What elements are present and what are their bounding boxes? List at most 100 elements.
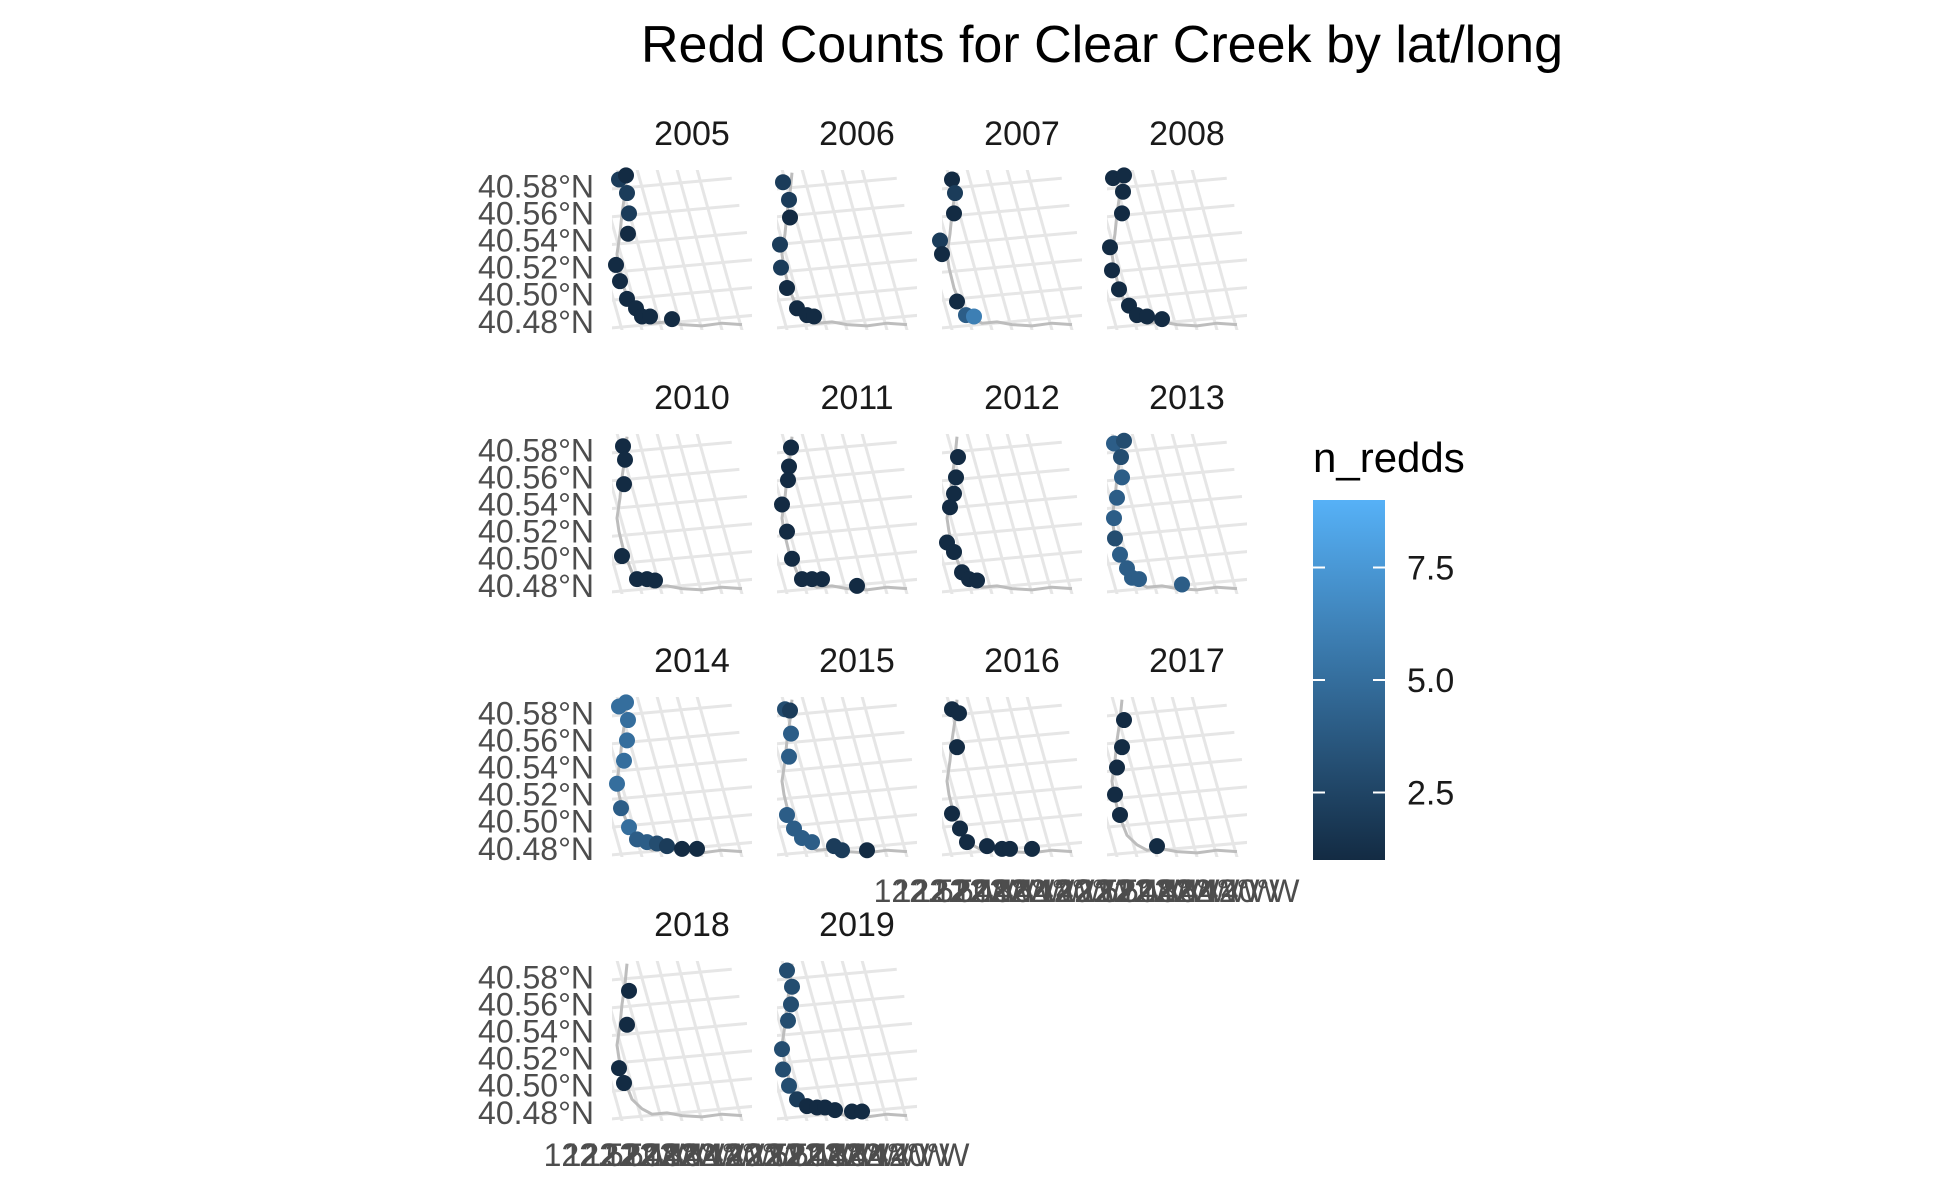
lon-gridline	[820, 961, 869, 1121]
redd-point	[969, 572, 985, 589]
redd-point	[779, 962, 795, 979]
lon-gridline	[655, 170, 704, 330]
redd-point	[1111, 281, 1127, 298]
redd-point	[804, 834, 820, 851]
lon-gridline	[695, 697, 744, 857]
lon-gridline	[615, 961, 664, 1121]
redd-point	[946, 485, 962, 502]
facet-plot-area	[612, 170, 752, 330]
chart-title: Redd Counts for Clear Creek by lat/long	[641, 16, 1563, 74]
x-tick-label: 122.44°W	[954, 873, 1096, 909]
redd-point	[1114, 739, 1130, 756]
redd-point	[782, 702, 798, 719]
facet-label-2010: 2010	[654, 379, 730, 417]
lon-gridline	[942, 217, 974, 330]
legend-title: n_redds	[1313, 434, 1465, 481]
redd-point	[774, 496, 790, 513]
redd-point	[1116, 167, 1132, 184]
lon-gridline	[800, 697, 849, 857]
lon-gridline	[965, 697, 1014, 857]
lon-gridline	[615, 170, 664, 330]
lon-gridline	[942, 288, 954, 330]
y-tick-label: 40.50°N	[478, 1068, 594, 1104]
lon-gridline	[675, 434, 724, 594]
redd-point	[615, 438, 631, 455]
legend-break-label: 5.0	[1407, 662, 1454, 700]
redd-point	[616, 752, 632, 769]
redd-point	[1106, 510, 1122, 527]
redd-point	[944, 171, 960, 188]
redd-point	[784, 550, 800, 567]
facet-label-2014: 2014	[654, 642, 730, 680]
y-tick-label: 40.52°N	[478, 777, 594, 813]
redd-point	[934, 246, 950, 263]
creek-line	[615, 963, 743, 1119]
facet-label-2017: 2017	[1149, 642, 1225, 680]
lon-gridline	[780, 697, 829, 857]
facet-plot-area	[777, 961, 917, 1121]
y-tick-label: 40.58°N	[478, 432, 594, 468]
x-tick-label: 122.52°W	[544, 1137, 686, 1173]
y-tick-label: 40.48°N	[478, 304, 594, 340]
lon-gridline	[1025, 170, 1074, 330]
redd-point	[620, 712, 636, 729]
redd-point	[1104, 262, 1120, 279]
x-tick-label: 122.42°W	[974, 873, 1116, 909]
y-tick-label: 40.52°N	[478, 1041, 594, 1077]
redd-point	[772, 236, 788, 253]
lon-gridline	[612, 1008, 644, 1121]
lon-gridline	[1005, 170, 1054, 330]
facet-plot-area	[777, 697, 917, 857]
facet-panel-2018: 2018 40.58°N40.56°N40.54°N40.52°N40.50°N4…	[478, 906, 805, 1173]
lon-gridline	[965, 434, 1014, 594]
redd-point	[806, 308, 822, 325]
redd-point	[946, 205, 962, 222]
lon-gridline	[777, 1008, 809, 1121]
lon-gridline	[1107, 288, 1119, 330]
lon-gridline	[800, 961, 849, 1121]
redd-point	[1116, 712, 1132, 729]
y-tick-label: 40.48°N	[478, 1095, 594, 1131]
lon-gridline	[800, 170, 849, 330]
y-tick-label: 40.58°N	[478, 168, 594, 204]
redd-point	[1109, 759, 1125, 776]
facet-grid: 200540.58°N40.56°N40.54°N40.52°N40.50°N4…	[478, 115, 1300, 1173]
lon-gridline	[695, 170, 744, 330]
x-tick-label: 122.48°W	[584, 1137, 726, 1173]
redd-point	[612, 273, 628, 290]
lon-gridline	[942, 744, 974, 857]
x-tick-label: 122.46°W	[1099, 873, 1241, 909]
redd-point	[959, 834, 975, 851]
redd-point	[781, 191, 797, 208]
facet-label-2005: 2005	[654, 115, 730, 153]
redd-point	[780, 472, 796, 489]
redd-point	[783, 996, 799, 1013]
lon-gridline	[800, 434, 849, 594]
lon-gridline	[840, 434, 889, 594]
redd-point	[849, 577, 865, 594]
lon-gridline	[780, 434, 829, 594]
y-tick-label: 40.50°N	[478, 804, 594, 840]
facet-panel-2008: 2008	[1102, 115, 1247, 330]
lon-gridline	[635, 961, 684, 1121]
y-tick-label: 40.52°N	[478, 514, 594, 550]
lon-gridline	[840, 961, 889, 1121]
y-tick-label: 40.52°N	[478, 250, 594, 286]
lon-gridline	[675, 170, 724, 330]
redd-point	[952, 820, 968, 837]
facet-plot-area	[777, 170, 917, 330]
facet-panel-2016: 2016 122.52°W122.50°W122.48°W122.46°W122.…	[874, 642, 1136, 909]
lon-gridline	[1130, 434, 1179, 594]
lon-gridline	[1190, 434, 1239, 594]
x-tick-label: 122.40°W	[994, 873, 1136, 909]
facet-label-2016: 2016	[984, 642, 1060, 680]
lon-gridline	[1190, 170, 1239, 330]
x-tick-label: 122.50°W	[894, 873, 1036, 909]
facet-panel-2011: 2011	[774, 379, 917, 594]
redd-point	[1116, 432, 1132, 449]
facet-label-2006: 2006	[819, 115, 895, 153]
x-tick-label: 122.42°W	[809, 1137, 951, 1173]
lon-gridline	[1170, 170, 1219, 330]
redd-point	[783, 439, 799, 456]
redd-point	[950, 449, 966, 466]
